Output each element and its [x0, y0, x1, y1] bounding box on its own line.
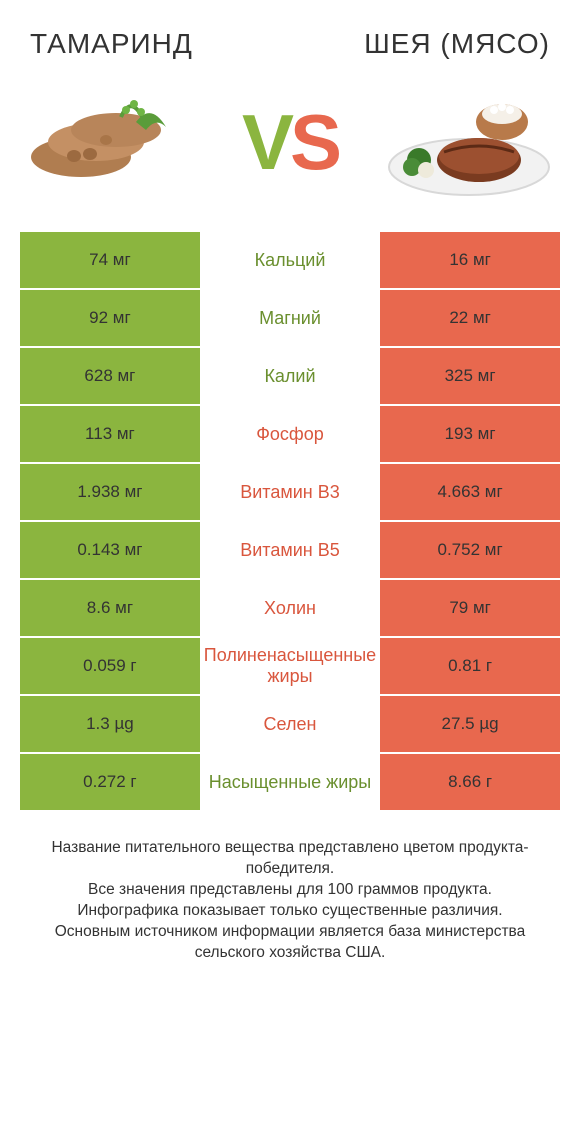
value-left: 113 мг: [20, 406, 200, 462]
nutrient-label: Калий: [200, 348, 380, 404]
nutrient-label: Полиненасыщенные жиры: [200, 638, 380, 694]
vs-label: VS: [242, 103, 338, 181]
value-right: 22 мг: [380, 290, 560, 346]
title-left: ТАМАРИНД: [30, 28, 193, 60]
value-left: 1.3 µg: [20, 696, 200, 752]
nutrient-label: Витамин B3: [200, 464, 380, 520]
footer-line: Название питательного вещества представл…: [30, 838, 550, 880]
comparison-table: 74 мгКальций16 мг92 мгМагний22 мг628 мгК…: [20, 232, 560, 812]
table-row: 92 мгМагний22 мг: [20, 290, 560, 348]
nutrient-label: Селен: [200, 696, 380, 752]
value-right: 16 мг: [380, 232, 560, 288]
value-left: 0.059 г: [20, 638, 200, 694]
value-right: 4.663 мг: [380, 464, 560, 520]
value-left: 1.938 мг: [20, 464, 200, 520]
food-image-left: [26, 82, 196, 202]
table-row: 0.143 мгВитамин B50.752 мг: [20, 522, 560, 580]
value-right: 0.81 г: [380, 638, 560, 694]
value-right: 0.752 мг: [380, 522, 560, 578]
footer-line: Инфографика показывает только существенн…: [30, 901, 550, 922]
footer-line: Все значения представлены для 100 граммо…: [30, 880, 550, 901]
value-left: 92 мг: [20, 290, 200, 346]
header: ТАМАРИНД ШЕЯ (МЯСО): [20, 28, 560, 72]
title-right: ШЕЯ (МЯСО): [364, 28, 550, 60]
food-image-right: [384, 82, 554, 202]
value-right: 325 мг: [380, 348, 560, 404]
value-right: 27.5 µg: [380, 696, 560, 752]
value-left: 8.6 мг: [20, 580, 200, 636]
nutrient-label: Насыщенные жиры: [200, 754, 380, 810]
value-right: 193 мг: [380, 406, 560, 462]
value-left: 0.143 мг: [20, 522, 200, 578]
table-row: 113 мгФосфор193 мг: [20, 406, 560, 464]
nutrient-label: Магний: [200, 290, 380, 346]
table-row: 1.3 µgСелен27.5 µg: [20, 696, 560, 754]
table-row: 1.938 мгВитамин B34.663 мг: [20, 464, 560, 522]
nutrient-label: Витамин B5: [200, 522, 380, 578]
value-left: 74 мг: [20, 232, 200, 288]
table-row: 628 мгКалий325 мг: [20, 348, 560, 406]
nutrient-label: Кальций: [200, 232, 380, 288]
footer: Название питательного вещества представл…: [20, 838, 560, 964]
tamarind-icon: [26, 82, 196, 202]
value-right: 8.66 г: [380, 754, 560, 810]
nutrient-label: Фосфор: [200, 406, 380, 462]
footer-line: Основным источником информации является …: [30, 922, 550, 964]
value-right: 79 мг: [380, 580, 560, 636]
table-row: 0.059 гПолиненасыщенные жиры0.81 г: [20, 638, 560, 696]
value-left: 628 мг: [20, 348, 200, 404]
table-row: 0.272 гНасыщенные жиры8.66 г: [20, 754, 560, 812]
table-row: 74 мгКальций16 мг: [20, 232, 560, 290]
infographic: ТАМАРИНД ШЕЯ (МЯСО) VS: [0, 0, 580, 1144]
vs-s: S: [290, 98, 338, 186]
value-left: 0.272 г: [20, 754, 200, 810]
nutrient-label: Холин: [200, 580, 380, 636]
vs-row: VS: [20, 72, 560, 232]
meat-plate-icon: [384, 82, 554, 202]
vs-v: V: [242, 98, 290, 186]
table-row: 8.6 мгХолин79 мг: [20, 580, 560, 638]
